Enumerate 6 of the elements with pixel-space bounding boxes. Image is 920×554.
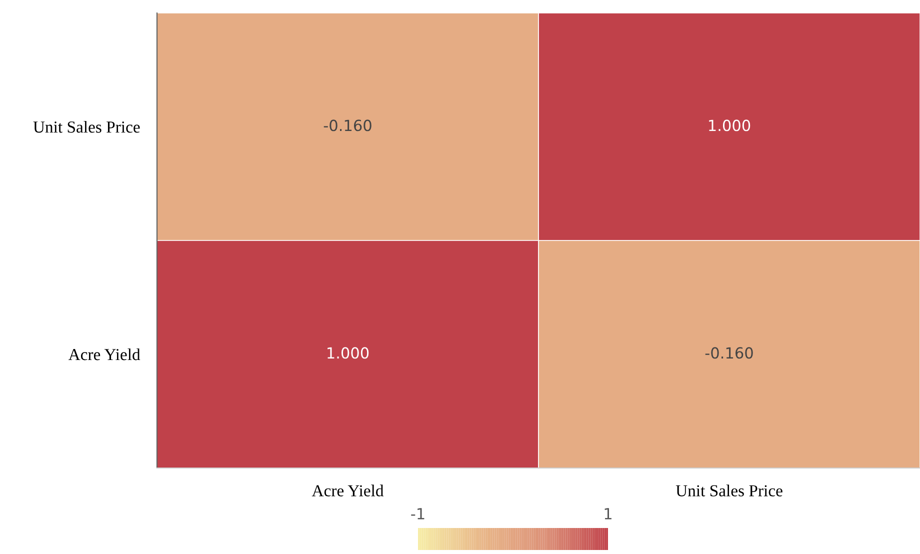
color-bar-label: -1 (411, 508, 424, 520)
data-label: -0.160 (324, 120, 372, 132)
data-label: 1.000 (709, 120, 750, 132)
data-label: 1.000 (328, 347, 369, 359)
color-bar-label: 1 (604, 508, 612, 520)
data-label: -0.160 (705, 347, 753, 359)
